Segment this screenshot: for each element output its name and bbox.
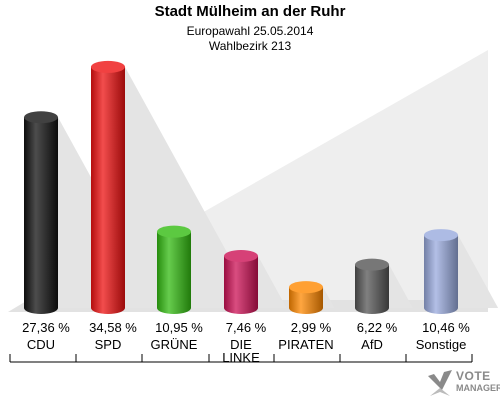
- bar-top: [424, 229, 458, 242]
- value-label: 7,46 %: [226, 320, 267, 335]
- category-label: DIE: [230, 337, 252, 352]
- bar-top: [224, 249, 258, 262]
- value-label: 10,46 %: [422, 320, 470, 335]
- bar-grüne: [157, 231, 191, 314]
- vote-manager-logo: VOTE MANAGER: [426, 368, 500, 398]
- bar-piraten: [289, 287, 323, 314]
- logo-text-vote: VOTE: [456, 369, 491, 383]
- category-label: Sonstige: [416, 337, 467, 352]
- bar-top: [157, 225, 191, 238]
- category-label: GRÜNE: [151, 337, 198, 352]
- chart-title: Stadt Mülheim an der Ruhr: [154, 3, 346, 20]
- category-label: AfD: [361, 337, 383, 352]
- logo-text-manager: MANAGER: [456, 383, 500, 393]
- bar-shadow: [191, 231, 233, 308]
- bar-shadow: [458, 235, 499, 308]
- category-label: CDU: [27, 337, 55, 352]
- bar-shadow: [389, 264, 413, 308]
- bar-spd: [91, 66, 125, 314]
- category-label: LINKE: [222, 350, 260, 365]
- category-label: PIRATEN: [278, 337, 333, 352]
- value-label: 27,36 %: [22, 320, 70, 335]
- value-label: 10,95 %: [155, 320, 203, 335]
- value-label: 34,58 %: [89, 320, 137, 335]
- bar-shadow: [323, 287, 335, 308]
- bar-cdu: [24, 117, 58, 314]
- chart-subtitle-election: Europawahl 25.05.2014: [186, 24, 314, 38]
- value-label: 6,22 %: [357, 320, 398, 335]
- bar-top: [91, 60, 125, 73]
- bar-shadow: [258, 255, 287, 308]
- category-label: SPD: [95, 337, 122, 352]
- bar-afd: [355, 264, 389, 314]
- value-label: 2,99 %: [291, 320, 332, 335]
- bar-top: [355, 258, 389, 271]
- vote-check-icon: [428, 370, 452, 396]
- chart-subtitle-district: Wahlbezirk 213: [208, 39, 292, 53]
- bar-sonstige: [424, 235, 458, 314]
- bar-top: [24, 111, 58, 124]
- bar-die-linke: [224, 255, 258, 314]
- bar-top: [289, 281, 323, 294]
